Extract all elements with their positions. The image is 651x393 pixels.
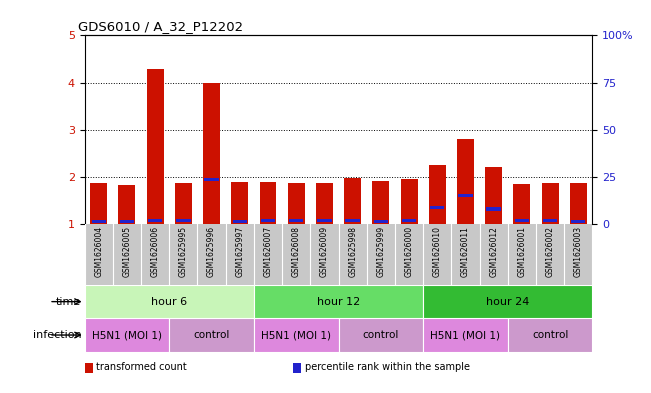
Bar — [402, 219, 416, 222]
Text: GSM1626003: GSM1626003 — [574, 226, 583, 277]
Text: transformed count: transformed count — [96, 362, 187, 373]
Bar — [339, 318, 423, 352]
Bar — [203, 83, 220, 224]
Bar — [457, 139, 474, 224]
Bar — [372, 181, 389, 224]
Bar — [146, 69, 163, 224]
Bar — [288, 182, 305, 224]
Text: infection: infection — [33, 330, 81, 340]
Bar — [261, 219, 275, 222]
Text: GSM1626011: GSM1626011 — [461, 226, 470, 277]
Text: GSM1626008: GSM1626008 — [292, 226, 301, 277]
Bar — [260, 182, 277, 224]
Bar — [231, 182, 248, 224]
Bar — [90, 182, 107, 224]
Text: H5N1 (MOI 1): H5N1 (MOI 1) — [261, 330, 331, 340]
Bar — [514, 184, 531, 224]
Text: hour 12: hour 12 — [317, 297, 360, 307]
Text: H5N1 (MOI 1): H5N1 (MOI 1) — [92, 330, 162, 340]
Bar — [458, 194, 473, 197]
Text: control: control — [363, 330, 399, 340]
Bar — [571, 220, 585, 223]
Text: hour 24: hour 24 — [486, 297, 529, 307]
Bar — [543, 219, 557, 222]
Bar — [508, 318, 592, 352]
Bar — [485, 167, 502, 224]
Text: GDS6010 / A_32_P12202: GDS6010 / A_32_P12202 — [78, 20, 243, 33]
Text: H5N1 (MOI 1): H5N1 (MOI 1) — [430, 330, 501, 340]
Text: percentile rank within the sample: percentile rank within the sample — [305, 362, 469, 373]
Text: GSM1626012: GSM1626012 — [489, 226, 498, 277]
Bar — [254, 318, 339, 352]
Bar — [430, 206, 445, 209]
Text: GSM1625996: GSM1625996 — [207, 226, 216, 277]
Bar — [570, 182, 587, 224]
Text: GSM1626005: GSM1626005 — [122, 226, 132, 277]
Bar — [118, 185, 135, 224]
Text: control: control — [532, 330, 568, 340]
Bar — [374, 220, 388, 223]
Text: GSM1626001: GSM1626001 — [518, 226, 527, 277]
Text: GSM1625999: GSM1625999 — [376, 226, 385, 277]
Bar — [346, 219, 360, 222]
Bar — [120, 220, 134, 223]
Bar — [254, 285, 423, 318]
Text: GSM1626010: GSM1626010 — [433, 226, 442, 277]
Bar — [542, 182, 559, 224]
Bar — [316, 182, 333, 224]
Text: GSM1625995: GSM1625995 — [179, 226, 188, 277]
Bar — [232, 220, 247, 223]
Bar — [176, 219, 191, 222]
Text: GSM1626002: GSM1626002 — [546, 226, 555, 277]
Text: control: control — [193, 330, 230, 340]
Bar — [289, 219, 303, 222]
Bar — [423, 285, 592, 318]
Bar — [204, 178, 219, 181]
Bar — [486, 207, 501, 211]
Bar — [344, 178, 361, 224]
Text: GSM1626004: GSM1626004 — [94, 226, 104, 277]
Bar — [175, 182, 192, 224]
Text: GSM1626000: GSM1626000 — [404, 226, 413, 277]
Text: GSM1626007: GSM1626007 — [264, 226, 273, 277]
Text: GSM1626009: GSM1626009 — [320, 226, 329, 277]
Bar — [85, 318, 169, 352]
Text: hour 6: hour 6 — [151, 297, 187, 307]
Bar — [423, 318, 508, 352]
Bar — [317, 219, 331, 222]
Text: GSM1625998: GSM1625998 — [348, 226, 357, 277]
Bar — [400, 179, 417, 224]
Text: time: time — [56, 297, 81, 307]
Bar — [429, 165, 446, 224]
Text: GSM1626006: GSM1626006 — [150, 226, 159, 277]
Bar — [92, 220, 106, 223]
Bar — [169, 318, 254, 352]
Bar — [85, 285, 254, 318]
Bar — [515, 219, 529, 222]
Text: GSM1625997: GSM1625997 — [235, 226, 244, 277]
Bar — [148, 219, 162, 222]
